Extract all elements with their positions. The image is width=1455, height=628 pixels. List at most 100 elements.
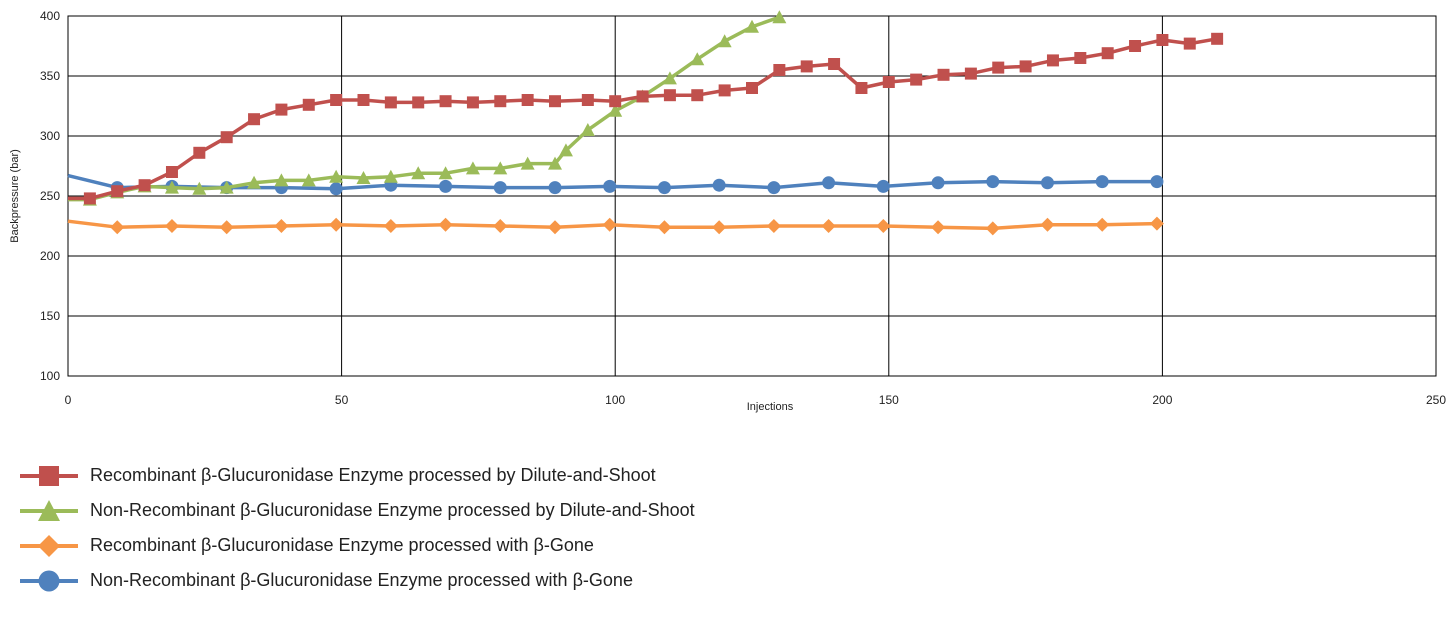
x-axis-title: Injections <box>747 401 794 413</box>
data-point <box>712 178 726 192</box>
legend-label: Non-Recombinant β-Glucuronidase Enzyme p… <box>90 500 695 520</box>
data-point <box>712 220 727 235</box>
data-point <box>1156 34 1169 46</box>
data-point <box>330 94 343 106</box>
x-tick-label: 250 <box>1426 393 1446 407</box>
data-point <box>745 19 759 33</box>
data-point <box>855 82 868 94</box>
legend-marker <box>39 465 59 486</box>
data-point <box>876 219 891 233</box>
x-axis-ticks: 0 50 100 150 200 250 <box>65 393 1447 407</box>
data-point <box>494 95 507 108</box>
data-point <box>986 175 1000 189</box>
data-point <box>772 10 787 24</box>
x-tick-label: 50 <box>335 393 349 407</box>
data-point <box>247 175 262 189</box>
x-tick-label: 0 <box>65 393 72 407</box>
data-point <box>164 219 179 233</box>
y-axis-title: Backpressure (bar) <box>9 149 21 243</box>
data-point <box>662 71 677 85</box>
data-point <box>663 89 676 102</box>
data-point <box>219 220 234 235</box>
data-point <box>548 181 562 195</box>
series-line <box>68 37 1218 201</box>
data-point <box>581 94 594 106</box>
data-point <box>657 220 672 235</box>
legend-swatch <box>20 534 78 557</box>
data-point <box>1046 54 1059 67</box>
legend-item: Non-Recombinant β-Glucuronidase Enzyme p… <box>18 563 695 598</box>
data-point <box>329 182 343 196</box>
data-point <box>493 181 507 195</box>
data-point <box>876 179 890 193</box>
data-point <box>767 181 781 195</box>
data-point <box>438 217 453 232</box>
data-point <box>882 76 895 88</box>
data-point <box>164 180 179 194</box>
data-point <box>937 68 950 81</box>
data-point <box>822 176 836 190</box>
data-point <box>357 94 370 106</box>
data-point <box>548 156 563 170</box>
y-tick-label: 300 <box>40 129 60 143</box>
y-tick-label: 350 <box>40 69 60 83</box>
data-point <box>1040 176 1054 190</box>
data-point <box>192 181 207 195</box>
legend-item: Non-Recombinant β-Glucuronidase Enzyme p… <box>18 493 695 528</box>
series-layer <box>67 10 1224 236</box>
data-point <box>1095 217 1110 232</box>
data-point <box>1040 217 1055 232</box>
legend-swatch <box>20 570 78 591</box>
data-point <box>580 123 595 136</box>
data-point <box>329 169 344 183</box>
data-point <box>248 113 261 126</box>
legend-item: Recombinant β-Glucuronidase Enzyme proce… <box>18 528 695 563</box>
data-point <box>800 60 813 73</box>
data-point <box>931 176 945 190</box>
data-point <box>520 156 535 170</box>
data-point <box>608 103 623 117</box>
data-point <box>1211 32 1224 45</box>
legend-marker <box>38 534 60 557</box>
data-point <box>992 61 1005 74</box>
data-point <box>83 192 96 205</box>
data-point <box>275 103 288 116</box>
data-point <box>985 221 1000 236</box>
data-point <box>964 67 977 80</box>
y-tick-label: 100 <box>40 369 60 383</box>
legend-label: Recombinant β-Glucuronidase Enzyme proce… <box>90 535 594 555</box>
data-point <box>274 173 289 187</box>
series-square <box>68 32 1224 205</box>
data-point <box>766 219 781 233</box>
legend-marker <box>38 499 60 521</box>
data-point <box>548 220 563 235</box>
series-diamond <box>67 216 1164 236</box>
data-point <box>193 146 206 159</box>
data-point <box>718 84 731 97</box>
data-point <box>1019 60 1032 73</box>
legend: Recombinant β-Glucuronidase Enzyme proce… <box>18 458 695 598</box>
data-point <box>609 95 622 108</box>
legend-label: Recombinant β-Glucuronidase Enzyme proce… <box>90 465 656 485</box>
data-point <box>821 219 836 233</box>
data-point <box>138 179 151 192</box>
data-point <box>111 185 124 198</box>
data-point <box>602 217 617 232</box>
data-point <box>1183 37 1196 50</box>
data-point <box>931 220 946 235</box>
data-point <box>439 179 453 193</box>
data-point <box>165 166 178 178</box>
data-point <box>910 73 923 86</box>
data-point <box>1101 47 1114 60</box>
y-tick-label: 250 <box>40 189 60 203</box>
data-point <box>603 179 617 193</box>
data-point <box>383 169 398 183</box>
data-point <box>412 96 425 109</box>
legend-label: Non-Recombinant β-Glucuronidase Enzyme p… <box>90 570 633 590</box>
data-point <box>657 181 671 195</box>
data-point <box>558 143 573 157</box>
data-point <box>384 96 397 109</box>
data-point <box>549 95 562 108</box>
data-point <box>717 34 732 48</box>
